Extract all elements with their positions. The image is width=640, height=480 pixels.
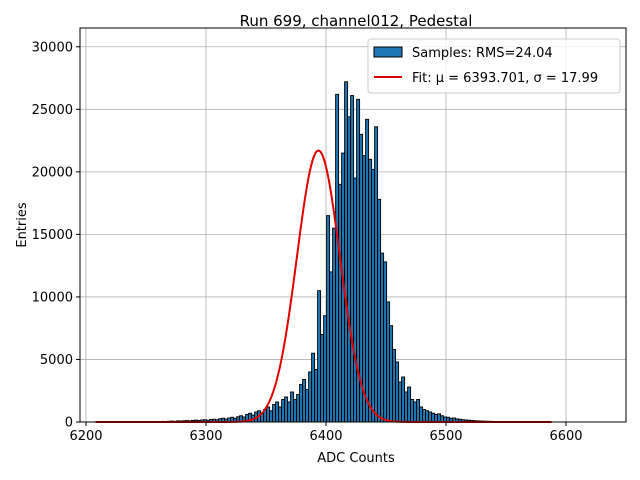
legend-histogram-label: Samples: RMS=24.04 bbox=[412, 46, 553, 61]
histogram-bar bbox=[269, 410, 274, 423]
x-tick-label: 6300 bbox=[189, 429, 222, 444]
histogram-bar bbox=[383, 261, 388, 423]
histogram-bar bbox=[326, 215, 331, 423]
histogram-bar bbox=[428, 411, 433, 423]
histogram-bar bbox=[368, 158, 373, 423]
x-tick-label: 6600 bbox=[549, 429, 582, 444]
histogram-bar bbox=[278, 406, 283, 423]
histogram-bar bbox=[371, 168, 376, 423]
histogram-bar bbox=[377, 198, 382, 423]
histogram-bar bbox=[329, 271, 334, 423]
histogram-bar bbox=[302, 379, 307, 423]
histogram-bar bbox=[350, 95, 355, 423]
histogram-bar bbox=[395, 361, 400, 423]
chart-title: Run 699, channel012, Pedestal bbox=[240, 12, 473, 30]
x-tick-label: 6200 bbox=[69, 429, 102, 444]
histogram-bar bbox=[314, 369, 319, 423]
histogram-bar bbox=[275, 401, 280, 423]
histogram-bar bbox=[344, 81, 349, 423]
y-tick-label: 25000 bbox=[32, 103, 73, 118]
histogram-bar bbox=[365, 118, 370, 423]
histogram-bar bbox=[422, 409, 427, 423]
legend: Samples: RMS=24.04 Fit: μ = 6393.701, σ … bbox=[367, 38, 621, 94]
y-tick-label: 20000 bbox=[32, 165, 73, 180]
x-axis-ticks: 6200 6300 6400 6500 6600 bbox=[69, 422, 583, 444]
histogram-bar bbox=[413, 401, 418, 423]
histogram-bar bbox=[272, 404, 277, 423]
histogram-bar bbox=[407, 386, 412, 423]
histogram-bar bbox=[353, 177, 358, 423]
y-tick-label: 5000 bbox=[40, 353, 73, 368]
plot-frame bbox=[79, 27, 627, 423]
histogram-bar bbox=[389, 325, 394, 423]
x-tick-label: 6400 bbox=[309, 429, 342, 444]
histogram-bar bbox=[284, 396, 289, 423]
y-tick-label: 10000 bbox=[32, 290, 73, 305]
histogram-bar bbox=[380, 252, 385, 423]
histogram-bar bbox=[404, 391, 409, 423]
histogram-bar bbox=[338, 183, 343, 423]
histogram-bar bbox=[431, 412, 436, 423]
histogram-bar bbox=[320, 333, 325, 423]
histogram-bar bbox=[311, 352, 316, 423]
histogram-bar bbox=[401, 376, 406, 423]
histogram-bar bbox=[296, 394, 301, 423]
histogram-bar bbox=[317, 290, 322, 423]
histogram-bar bbox=[362, 155, 367, 423]
histogram-bar bbox=[386, 301, 391, 423]
x-axis-label: ADC Counts bbox=[317, 451, 395, 466]
histogram-bar bbox=[392, 349, 397, 423]
y-axis-label: Entries bbox=[15, 202, 30, 248]
histogram-bar bbox=[374, 126, 379, 423]
histogram-bar bbox=[398, 381, 403, 423]
histogram-bar bbox=[332, 227, 337, 423]
histogram-bar bbox=[425, 410, 430, 423]
legend-fit-label: Fit: μ = 6393.701, σ = 17.99 bbox=[412, 71, 598, 86]
histogram-bar bbox=[410, 399, 415, 423]
legend-histogram-swatch bbox=[373, 46, 403, 58]
legend-box bbox=[367, 38, 621, 94]
histogram-bar bbox=[287, 401, 292, 423]
histogram-bar bbox=[416, 399, 421, 423]
histogram-bar bbox=[434, 414, 439, 423]
histogram-bar bbox=[323, 315, 328, 423]
histogram-bar bbox=[437, 413, 442, 423]
y-tick-label: 30000 bbox=[32, 40, 73, 55]
histogram-bar bbox=[335, 93, 340, 423]
histogram-bar bbox=[293, 399, 298, 423]
x-tick-label: 6500 bbox=[429, 429, 462, 444]
histogram-bar bbox=[290, 391, 295, 423]
y-axis-ticks: 0 5000 10000 15000 20000 25000 30000 bbox=[32, 40, 80, 431]
y-tick-label: 0 bbox=[65, 416, 73, 431]
histogram-bar bbox=[308, 371, 313, 423]
histogram-bar bbox=[281, 399, 286, 423]
histogram-bar bbox=[305, 389, 310, 423]
histogram-bar bbox=[347, 116, 352, 423]
y-tick-label: 15000 bbox=[32, 228, 73, 243]
histogram-bar bbox=[299, 384, 304, 423]
histogram-bar bbox=[419, 406, 424, 423]
histogram-bar bbox=[266, 406, 271, 423]
